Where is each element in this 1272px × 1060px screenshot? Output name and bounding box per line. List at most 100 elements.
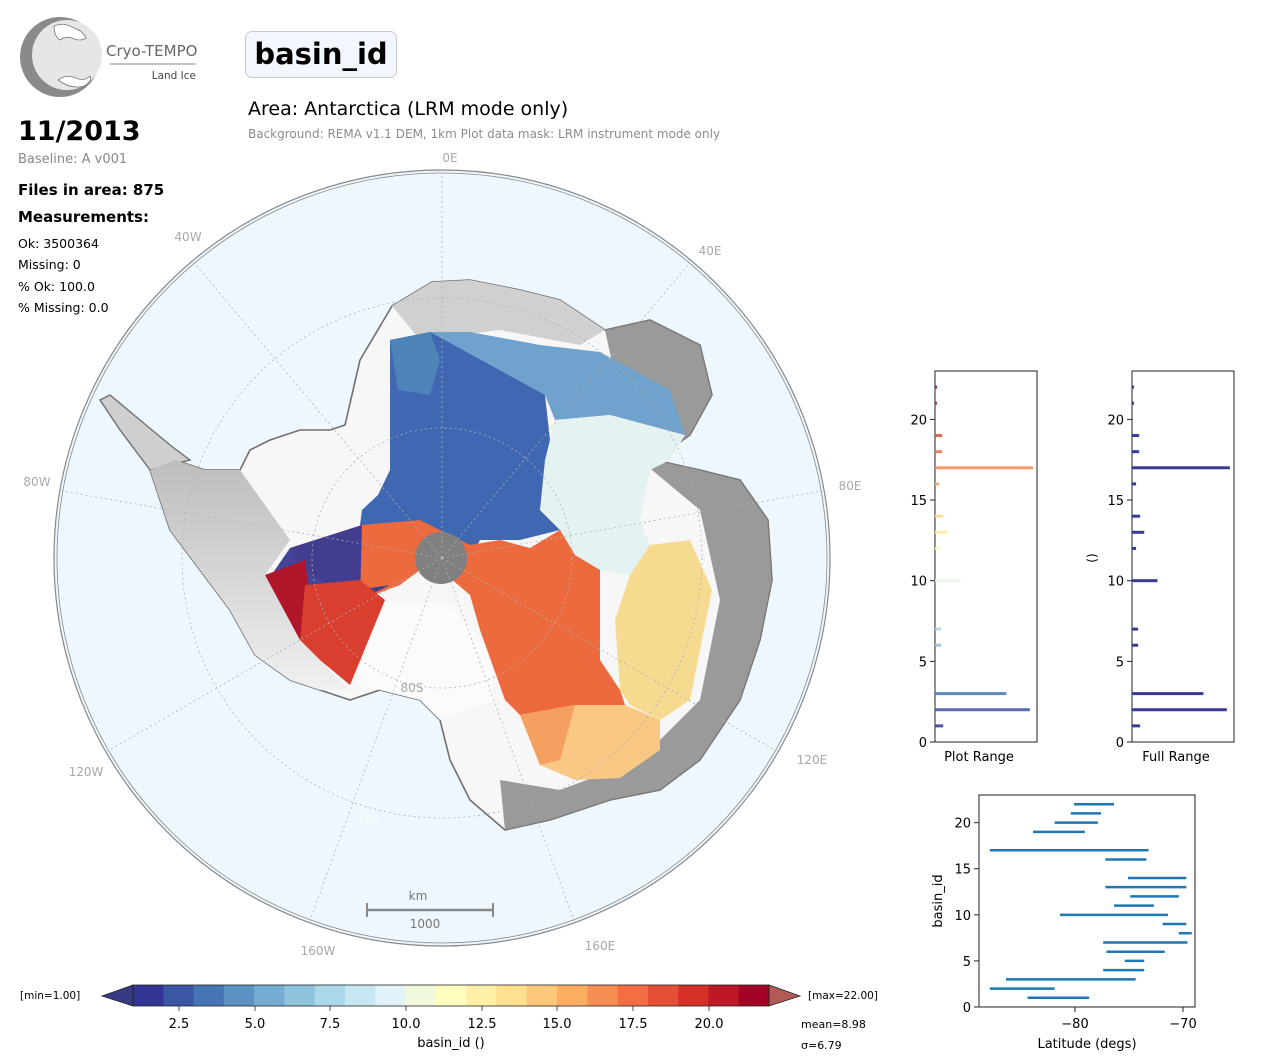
- meridian: [441, 557, 777, 752]
- lat-label-80s: 80S: [401, 681, 424, 695]
- colorbar-cell: [587, 985, 619, 1006]
- hist-bar: [935, 546, 940, 550]
- colorbar-min-arrow: [100, 984, 134, 1007]
- lat-xtick: −80: [1061, 1017, 1088, 1032]
- hist-bar: [935, 514, 944, 518]
- lon-label-40e: 40E: [699, 244, 722, 258]
- scale-bar-unit: km: [409, 889, 428, 903]
- hist-plot-range-bars: [935, 385, 1033, 728]
- lon-label-120w: 120W: [69, 765, 104, 779]
- colorbar-max-label: [max=22.00]: [808, 990, 878, 1002]
- meridian: [441, 490, 823, 559]
- colorbar: [min=1.00] [max=22.00] 2.5 5.0 7.5 10.0 …: [20, 984, 878, 1052]
- colorbar-tick: 15.0: [543, 1017, 572, 1032]
- hist-bar: [1132, 466, 1230, 470]
- lat-ytick: 5: [963, 955, 971, 970]
- meridian: [107, 557, 443, 752]
- hist-bar: [1132, 724, 1141, 728]
- hist-plot-range-xlabel: Plot Range: [944, 750, 1014, 765]
- hist-full-range-yticks: 0 5 10 15 20: [1107, 413, 1132, 751]
- colorbar-cell: [375, 985, 407, 1006]
- colorbar-cell: [163, 985, 195, 1006]
- colorbar-cell: [678, 985, 709, 1006]
- hist-ytick: 20: [910, 413, 927, 428]
- colorbar-cell: [647, 985, 679, 1006]
- colorbar-cell: [193, 985, 225, 1006]
- colorbar-min-label: [min=1.00]: [20, 990, 80, 1002]
- latitude-segments: [989, 802, 1192, 1000]
- hist-bar: [1132, 530, 1145, 534]
- colorbar-cell: [133, 985, 164, 1006]
- colorbar-cell: [223, 985, 255, 1006]
- hist-bar: [935, 450, 943, 454]
- colorbar-tick: 10.0: [392, 1017, 421, 1032]
- hist-bar: [1132, 579, 1158, 583]
- hist-bar: [1132, 692, 1204, 696]
- colorbar-ticks: 2.5 5.0 7.5 10.0 12.5 15.0 17.5 20.0: [169, 1017, 724, 1032]
- hist-ytick: 15: [1107, 494, 1124, 509]
- colorbar-label: basin_id (): [417, 1036, 484, 1051]
- lat-label-70s: 70S: [357, 813, 380, 827]
- hist-bar: [1132, 385, 1135, 389]
- lon-label-120e: 120E: [797, 753, 828, 767]
- files-in-area-label: Files in area: 875: [18, 181, 165, 199]
- hist-bar: [935, 708, 1030, 712]
- hist-full-range-bars: [1132, 385, 1230, 728]
- polar-map: 0E 40E 80E 120E 160E 160W 120W 80W 40W 8…: [23, 151, 861, 958]
- lon-label-40w: 40W: [174, 230, 201, 244]
- colorbar-tick: 12.5: [468, 1017, 497, 1032]
- hist-bar: [935, 466, 1033, 470]
- latitude-yticks: 0 5 10 15 20: [954, 817, 979, 1016]
- hist-bar: [935, 724, 944, 728]
- stat-percent-missing: % Missing: 0.0: [18, 300, 109, 315]
- colorbar-cell: [345, 985, 376, 1006]
- hist-ytick: 15: [910, 494, 927, 509]
- basin-polygons: [265, 332, 712, 780]
- meridian: [441, 557, 575, 921]
- hist-ytick: 5: [1116, 655, 1124, 670]
- longitude-labels: 0E 40E 80E 120E 160E 160W 120W 80W 40W: [23, 151, 861, 958]
- logo-subtitle: Land Ice: [152, 70, 196, 82]
- hist-ytick: 20: [1107, 413, 1124, 428]
- colorbar-cell: [526, 985, 558, 1006]
- colorbar-sigma: σ=6.79: [801, 1039, 842, 1052]
- hist-bar: [1132, 434, 1140, 438]
- hist-bar: [1132, 627, 1139, 631]
- colorbar-cell: [284, 985, 316, 1006]
- colorbar-cell: [466, 985, 497, 1006]
- hist-plot-range: 0 5 10 15 20 Plot Range: [910, 370, 1038, 765]
- colorbar-tick: 2.5: [169, 1017, 190, 1032]
- hist-bar: [935, 692, 1007, 696]
- measurements-heading: Measurements:: [18, 208, 149, 226]
- colorbar-tick: 5.0: [245, 1017, 266, 1032]
- lat-ytick: 15: [954, 863, 971, 878]
- lon-label-0e: 0E: [442, 151, 457, 165]
- meridian: [309, 557, 443, 921]
- hist-plot-range-yticks: 0 5 10 15 20: [910, 413, 935, 751]
- hist-bar: [935, 482, 940, 486]
- hist-ytick: 5: [919, 655, 927, 670]
- stat-missing: Missing: 0: [18, 257, 81, 272]
- area-title: Area: Antarctica (LRM mode only): [248, 98, 569, 120]
- lat-ytick: 10: [954, 909, 971, 924]
- colorbar-cell: [496, 985, 528, 1006]
- meridian: [193, 262, 443, 559]
- latitude-range-chart: 0 5 10 15 20 −80 −70 Latitude (degs) basin_i…: [931, 794, 1197, 1052]
- hist-bar: [1132, 514, 1141, 518]
- baseline-label: Baseline: A v001: [18, 152, 128, 167]
- hist-bar: [935, 627, 942, 631]
- hist-ytick: 10: [1107, 575, 1124, 590]
- colorbar-cell: [617, 985, 649, 1006]
- hist-bar: [935, 643, 942, 647]
- stat-ok: Ok: 3500364: [18, 236, 99, 251]
- hist-bar: [935, 579, 961, 583]
- colorbar-tick: 17.5: [619, 1017, 648, 1032]
- colorbar-tick: 20.0: [695, 1017, 724, 1032]
- latitude-xlabel: Latitude (degs): [1037, 1037, 1136, 1052]
- colorbar-cell: [254, 985, 285, 1006]
- hist-bar: [1132, 450, 1140, 454]
- lon-label-80w: 80W: [23, 475, 50, 489]
- colorbar-cell: [435, 985, 467, 1006]
- scale-bar: km 1000: [366, 889, 494, 931]
- colorbar-cell: [314, 985, 346, 1006]
